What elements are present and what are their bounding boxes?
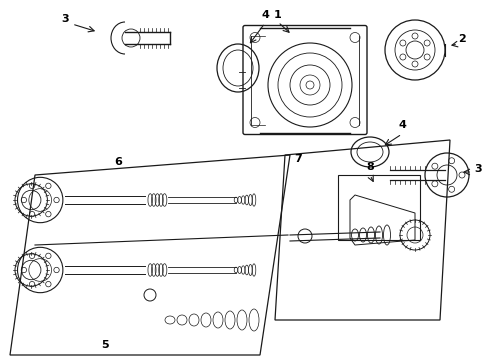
Text: 3: 3 (61, 14, 69, 24)
Text: 4: 4 (261, 10, 269, 20)
Bar (338, 175, 420, 240)
Text: 3: 3 (474, 164, 482, 174)
Text: 5: 5 (101, 340, 109, 350)
Text: 7: 7 (294, 154, 302, 164)
Text: 2: 2 (458, 34, 466, 44)
Text: 1: 1 (274, 10, 282, 20)
Text: 6: 6 (114, 157, 122, 167)
Text: 8: 8 (366, 162, 374, 172)
Text: 4: 4 (398, 120, 406, 130)
